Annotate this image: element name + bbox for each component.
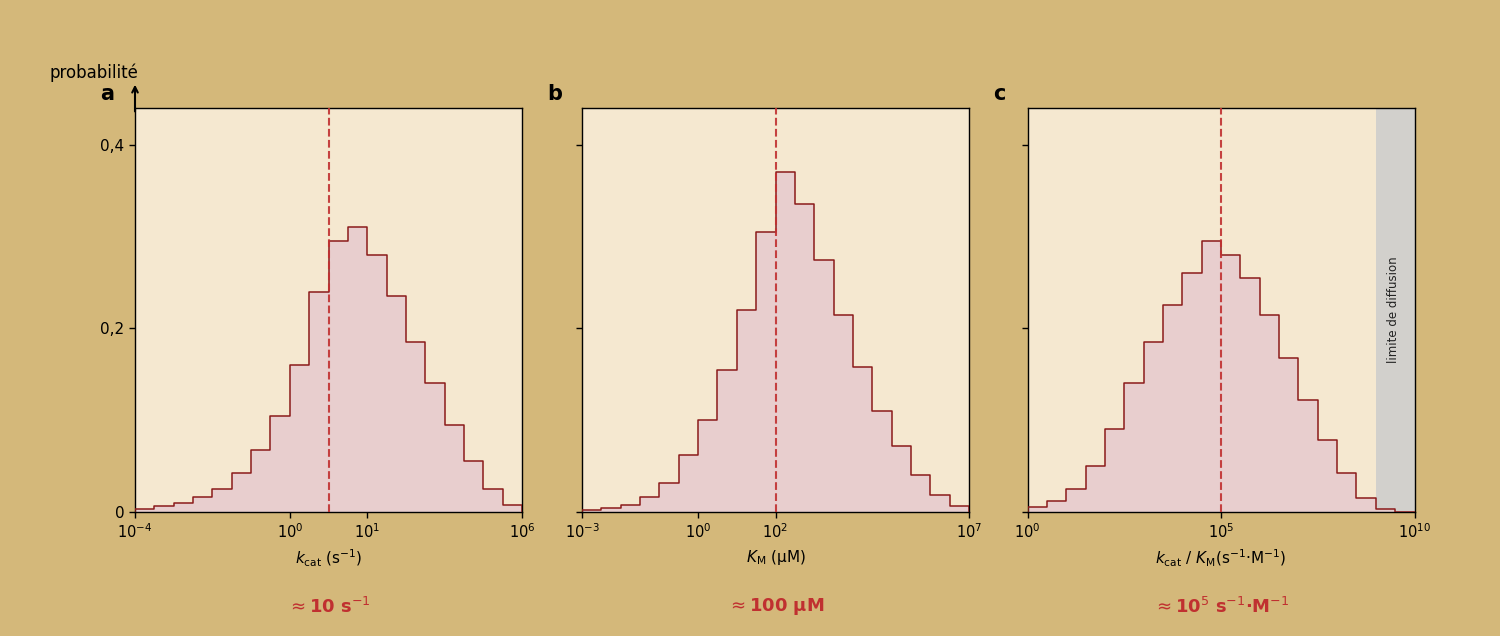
Bar <box>815 259 834 512</box>
Bar <box>678 455 698 512</box>
Bar <box>406 342 426 512</box>
Bar <box>1376 509 1395 512</box>
Text: probabilité: probabilité <box>50 64 138 82</box>
Bar <box>174 503 194 512</box>
Bar <box>135 509 154 512</box>
Bar <box>251 450 270 512</box>
Bar <box>736 310 756 512</box>
Bar <box>464 462 483 512</box>
Bar <box>640 497 660 512</box>
Bar <box>231 473 251 512</box>
Bar <box>483 489 502 512</box>
Bar <box>426 384 444 512</box>
Bar <box>1066 489 1086 512</box>
Text: a: a <box>100 84 114 104</box>
Bar <box>213 489 231 512</box>
Bar <box>717 370 736 512</box>
Bar <box>950 506 969 512</box>
Bar <box>756 232 776 512</box>
Text: $\approx$100 μM: $\approx$100 μM <box>728 596 824 617</box>
Bar <box>1162 305 1182 512</box>
Bar <box>348 228 368 512</box>
Bar <box>387 296 406 512</box>
Bar <box>1125 384 1143 512</box>
Text: c: c <box>993 84 1005 104</box>
Bar <box>834 315 854 512</box>
Bar <box>776 172 795 512</box>
Bar <box>1221 255 1240 512</box>
Text: $\approx$10 s$^{-1}$: $\approx$10 s$^{-1}$ <box>286 597 370 617</box>
X-axis label: $k_{\mathrm{cat}}$ / $K_{\mathrm{M}}$(s$^{-1}$·M$^{-1}$): $k_{\mathrm{cat}}$ / $K_{\mathrm{M}}$(s$… <box>1155 548 1287 569</box>
Bar <box>1260 315 1280 512</box>
Bar <box>795 205 814 512</box>
Bar <box>154 506 174 512</box>
Text: b: b <box>548 84 562 104</box>
X-axis label: $K_{\mathrm{M}}$ (μM): $K_{\mathrm{M}}$ (μM) <box>746 548 806 567</box>
Bar <box>1317 440 1336 512</box>
Bar <box>873 411 891 512</box>
Bar <box>1028 508 1047 512</box>
Bar <box>270 415 290 512</box>
Bar <box>1376 108 1414 512</box>
Bar <box>582 510 602 512</box>
Bar <box>910 475 930 512</box>
Bar <box>194 497 213 512</box>
Bar <box>1240 278 1260 512</box>
Bar <box>1106 429 1125 512</box>
Bar <box>1356 498 1376 512</box>
Bar <box>660 483 678 512</box>
Bar <box>891 446 910 512</box>
Bar <box>621 504 640 512</box>
Bar <box>503 504 522 512</box>
Text: $\approx$10$^{5}$ s$^{-1}$·M$^{-1}$: $\approx$10$^{5}$ s$^{-1}$·M$^{-1}$ <box>1154 597 1288 617</box>
Bar <box>698 420 717 512</box>
Bar <box>1182 273 1202 512</box>
Bar <box>602 508 621 512</box>
Bar <box>853 367 873 512</box>
Bar <box>1202 241 1221 512</box>
Bar <box>1086 466 1106 512</box>
Bar <box>1280 358 1299 512</box>
Bar <box>1336 473 1356 512</box>
Bar <box>368 255 387 512</box>
Bar <box>930 495 950 512</box>
Bar <box>1143 342 1162 512</box>
Bar <box>309 292 328 512</box>
Text: limite de diffusion: limite de diffusion <box>1386 257 1400 363</box>
Bar <box>328 241 348 512</box>
X-axis label: $k_{\mathrm{cat}}$ (s$^{-1}$): $k_{\mathrm{cat}}$ (s$^{-1}$) <box>294 548 363 569</box>
Bar <box>290 365 309 512</box>
Bar <box>1299 400 1317 512</box>
Bar <box>444 425 464 512</box>
Bar <box>1047 501 1066 512</box>
